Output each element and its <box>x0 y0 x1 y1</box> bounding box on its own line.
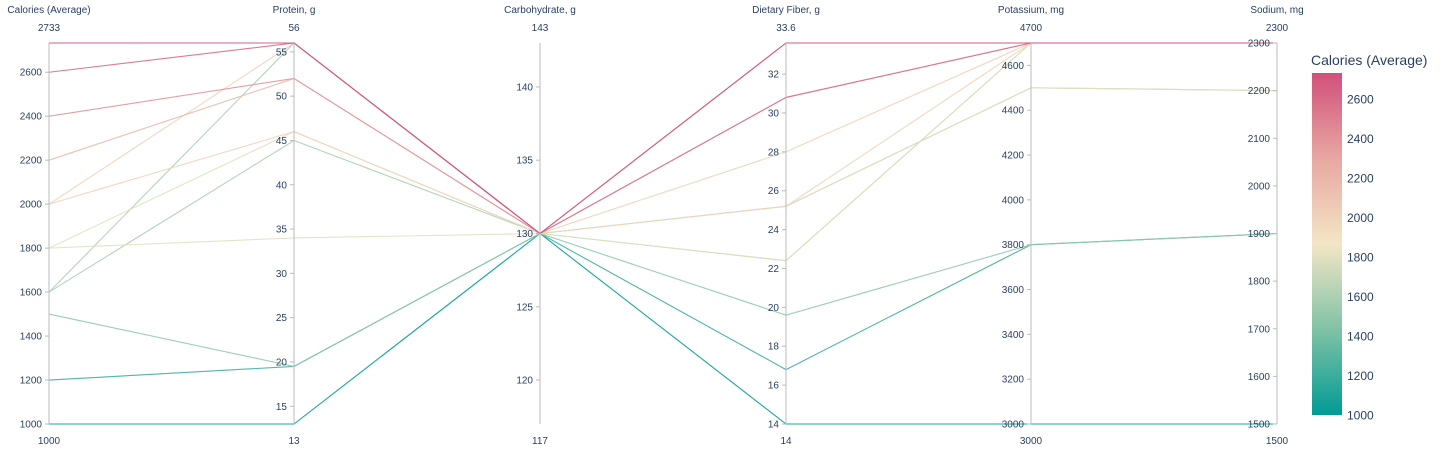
axis-range-max-label: 4700 <box>1020 23 1043 34</box>
axis-tick-label: 45 <box>276 136 288 147</box>
data-line <box>48 232 1278 381</box>
colorbar-tick-label: 2200 <box>1347 172 1374 186</box>
colorbar-tick-label: 1600 <box>1347 290 1374 304</box>
axis-tick-label: 2400 <box>20 112 43 123</box>
axis-tick-label: 135 <box>516 156 533 167</box>
colorbar-tick-label: 2400 <box>1347 132 1374 146</box>
colorbar-tick-label: 1200 <box>1347 369 1374 383</box>
axis-tick-label: 14 <box>768 420 780 431</box>
colorbar-title: Calories (Average) <box>1311 52 1427 68</box>
axis-title: Carbohydrate, g <box>504 5 576 16</box>
axis-tick-label: 120 <box>516 376 533 387</box>
axis-tick-label: 1600 <box>1248 372 1271 383</box>
axis-title: Sodium, mg <box>1250 5 1303 16</box>
axis-tick-label: 2200 <box>1248 86 1271 97</box>
axis-tick-label: 20 <box>768 303 780 314</box>
axis-tick-label: 50 <box>276 92 288 103</box>
axis-tick-label: 26 <box>768 186 780 197</box>
axis-tick-label: 16 <box>768 381 780 392</box>
colorbar-tick-label: 2600 <box>1347 93 1374 107</box>
data-line <box>48 42 1277 293</box>
axis-tick-label: 35 <box>276 225 288 236</box>
axis-range-min-label: 117 <box>532 436 548 447</box>
axis-title: Calories (Average) <box>7 5 90 16</box>
axis-range-min-label: 14 <box>780 436 792 447</box>
axis-tick-label: 130 <box>516 229 533 240</box>
axis-tick-label: 15 <box>276 402 288 413</box>
axis: Sodium, mg 2300 1500 1500 1600 1700 1800 1900 20… <box>1248 5 1304 447</box>
axis-range-max-label: 2300 <box>1266 23 1289 34</box>
axis-tick-label: 1400 <box>20 332 43 343</box>
axis-tick-label: 32 <box>768 70 780 81</box>
axis-tick-label: 3000 <box>1002 420 1025 431</box>
axis-range-max-label: 56 <box>288 23 300 34</box>
axis-title: Protein, g <box>273 5 316 16</box>
axis-tick-label: 2000 <box>1248 181 1271 192</box>
axis-tick-label: 1600 <box>20 288 43 299</box>
axis-range-max-label: 143 <box>532 23 549 34</box>
axis-tick-label: 30 <box>276 269 288 280</box>
data-line <box>49 232 1277 425</box>
axis: Protein, g 56 13 15 20 25 30 35 40 45 50 55 <box>273 5 316 447</box>
axis-tick-label: 3800 <box>1002 240 1025 251</box>
axis-tick-label: 1900 <box>1248 229 1271 240</box>
axis-tick-label: 2200 <box>20 156 43 167</box>
axis-tick-label: 2100 <box>1248 134 1271 145</box>
axis-tick-label: 140 <box>516 82 533 93</box>
axis-tick-label: 125 <box>516 302 533 313</box>
axis-range-min-label: 1000 <box>38 436 61 447</box>
axis-tick-label: 1200 <box>20 376 43 387</box>
axis-title: Potassium, mg <box>998 5 1064 16</box>
axis: Calories (Average) 2733 1000 1000 1200 1400 16… <box>7 5 90 447</box>
axis-tick-label: 4600 <box>1002 61 1025 72</box>
data-line <box>48 42 1278 293</box>
axis: Potassium, mg 4700 3000 3000 3200 3400 3600 380… <box>998 5 1064 447</box>
axis-range-max-label: 33.6 <box>776 23 796 34</box>
axis-tick-label: 25 <box>276 313 288 324</box>
axis-tick-label: 2000 <box>20 200 43 211</box>
axis-title: Dietary Fiber, g <box>752 5 820 16</box>
axis: Carbohydrate, g 143 117 120 125 130 135 140 <box>504 5 576 447</box>
axis-tick-label: 4000 <box>1002 195 1025 206</box>
axis-tick-label: 1800 <box>20 244 43 255</box>
axis-tick-label: 1500 <box>1248 420 1271 431</box>
axis-tick-label: 1700 <box>1248 324 1271 335</box>
data-line <box>48 42 1277 262</box>
axis-tick-label: 2300 <box>1248 39 1271 50</box>
axis-range-max-label: 2733 <box>38 23 61 34</box>
axis-tick-label: 22 <box>768 264 780 275</box>
axis-tick-label: 40 <box>276 180 288 191</box>
axis-tick-label: 30 <box>768 108 780 119</box>
axis-range-min-label: 3000 <box>1020 436 1043 447</box>
axis-tick-label: 2600 <box>20 68 43 79</box>
axis-range-min-label: 1500 <box>1266 436 1289 447</box>
axis-tick-label: 18 <box>768 342 780 353</box>
axis-tick-label: 1000 <box>20 420 43 431</box>
data-line <box>49 42 1277 235</box>
axis-range-min-label: 13 <box>288 436 300 447</box>
colorbar-gradient <box>1312 73 1342 415</box>
colorbar-tick-label: 2000 <box>1347 211 1374 225</box>
axis-tick-label: 28 <box>768 147 780 158</box>
colorbar-tick-label: 1800 <box>1347 251 1374 265</box>
axis-tick-label: 24 <box>768 225 780 236</box>
axes: Calories (Average) 2733 1000 1000 1200 1400 16… <box>7 5 1303 447</box>
axis-tick-label: 4400 <box>1002 106 1025 117</box>
axis-tick-label: 55 <box>276 47 288 58</box>
colorbar-tick-label: 1000 <box>1347 409 1374 423</box>
axis-tick-label: 3200 <box>1002 375 1025 386</box>
axis-tick-label: 20 <box>276 357 288 368</box>
colorbar-tick-label: 1400 <box>1347 330 1374 344</box>
axis-tick-label: 4200 <box>1002 151 1025 162</box>
axis-tick-label: 1800 <box>1248 277 1271 288</box>
axis-tick-label: 3600 <box>1002 285 1025 296</box>
data-lines <box>48 42 1278 425</box>
data-line <box>48 232 1278 367</box>
axis-tick-label: 3400 <box>1002 330 1025 341</box>
data-line <box>48 87 1278 249</box>
colorbar: Calories (Average) 1000 1200 1400 1600 1800 2… <box>1311 52 1427 423</box>
